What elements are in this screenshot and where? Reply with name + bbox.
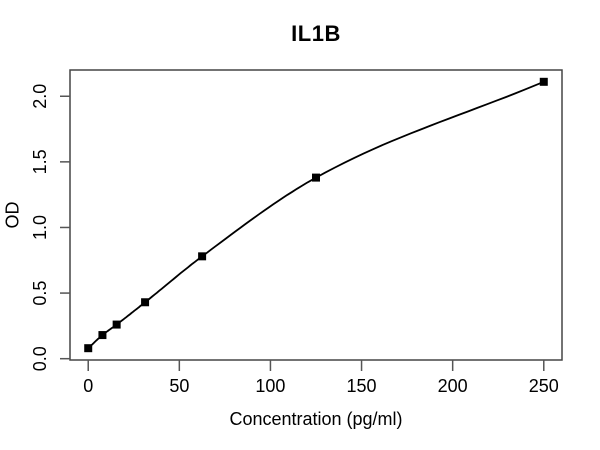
x-tick-label: 250: [529, 376, 559, 396]
x-tick-label: 150: [347, 376, 377, 396]
data-point-marker: [84, 344, 93, 353]
y-tick-label: 0.0: [30, 346, 50, 371]
data-point-marker: [98, 331, 107, 340]
data-point-marker: [198, 252, 207, 261]
plot-border: [69, 69, 563, 361]
x-tick-label: 0: [83, 376, 93, 396]
data-point-marker: [539, 77, 548, 86]
y-tick-label: 0.5: [30, 281, 50, 306]
chart-title: IL1B: [291, 21, 341, 46]
x-axis-label: Concentration (pg/ml): [229, 409, 403, 429]
data-point-marker: [312, 173, 320, 182]
data-point-marker: [141, 298, 150, 307]
y-tick-label: 1.5: [30, 149, 50, 174]
x-tick-label: 200: [438, 376, 468, 396]
x-tick-label: 50: [169, 376, 189, 396]
y-tick-label: 2.0: [30, 84, 50, 109]
x-tick-label: 100: [255, 376, 285, 396]
data-point-marker: [112, 320, 121, 329]
y-tick-label: 1.0: [30, 215, 50, 240]
standard-curve-line: [87, 80, 545, 349]
